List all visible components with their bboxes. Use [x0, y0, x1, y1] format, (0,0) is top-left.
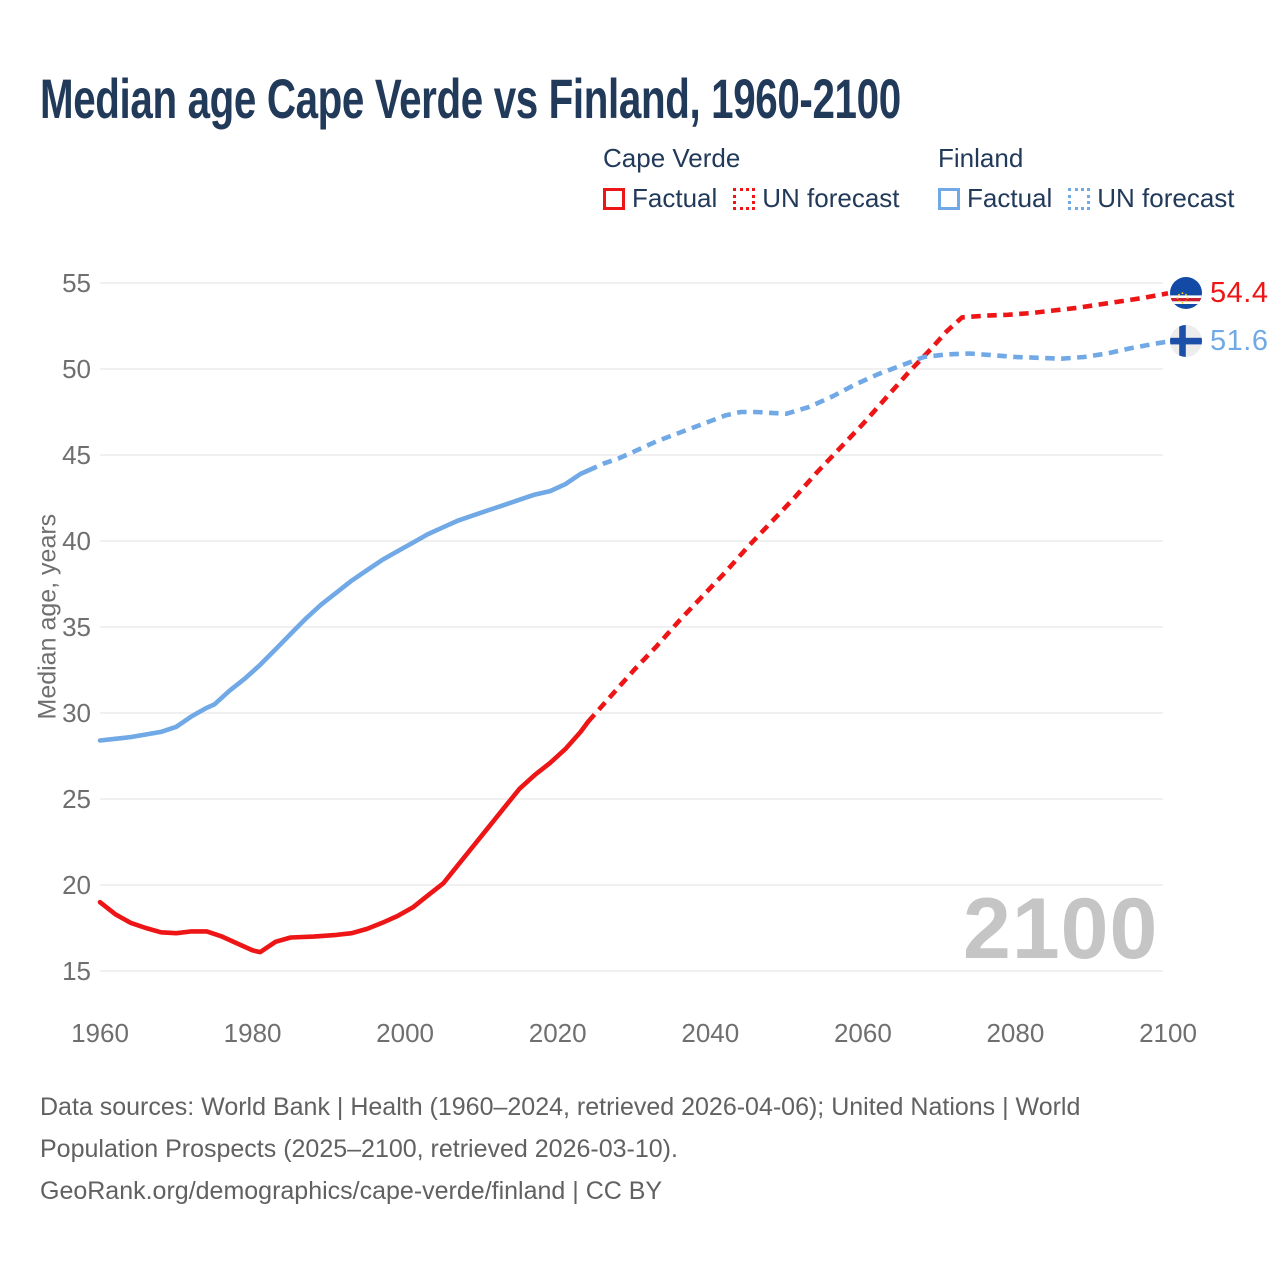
x-tick-label: 2100: [1139, 1018, 1197, 1048]
attribution-line: GeoRank.org/demographics/cape-verde/finl…: [40, 1177, 663, 1205]
x-tick-label: 2080: [986, 1018, 1044, 1048]
legend-item-label: Factual: [632, 183, 718, 213]
chart-title: Median age Cape Verde vs Finland, 1960-2…: [40, 67, 901, 130]
legend-row: Factual UN forecast: [603, 183, 916, 214]
legend-item-label: Factual: [967, 183, 1053, 213]
end-label-finland: 51.6: [1169, 324, 1268, 358]
watermark-year: 2100: [963, 881, 1159, 977]
y-tick-label: 40: [62, 526, 91, 556]
legend-swatch-solid-icon: [603, 187, 625, 210]
data-sources-note: Data sources: World Bank | Health (1960–…: [40, 1086, 1180, 1212]
y-tick-label: 20: [62, 870, 91, 900]
x-tick-label: 2040: [681, 1018, 739, 1048]
legend-group-finland: Finland Factual UN forecast: [938, 143, 1251, 214]
x-tick-label: 2060: [834, 1018, 892, 1048]
data-sources-line: Population Prospects (2025–2100, retriev…: [40, 1135, 678, 1163]
end-value: 51.6: [1210, 324, 1269, 357]
y-tick-label: 25: [62, 784, 91, 814]
series-path-1: [586, 291, 1169, 724]
legend-country-label: Cape Verde: [603, 143, 741, 173]
legend-item-label: UN forecast: [1097, 183, 1235, 213]
x-tick-label: 2000: [376, 1018, 434, 1048]
series-path-2: [97, 468, 591, 743]
legend-item-label: UN forecast: [762, 183, 900, 213]
y-axis-label: Median age, years: [33, 513, 62, 720]
y-tick-label: 35: [62, 612, 91, 642]
y-tick-label: 30: [62, 698, 91, 728]
legend-swatch-solid-icon: [938, 187, 960, 210]
y-tick-label: 45: [62, 440, 91, 470]
series-path-3: [587, 339, 1169, 473]
x-tick-label: 1960: [71, 1018, 129, 1048]
cape-verde-flag-icon: [1170, 277, 1202, 309]
legend-country-label: Finland: [938, 143, 1024, 173]
legend-group-cape-verde: Cape Verde Factual UN forecast: [603, 143, 916, 214]
x-tick-label: 2020: [529, 1018, 587, 1048]
y-tick-label: 55: [62, 268, 91, 298]
end-value: 54.4: [1210, 276, 1269, 309]
legend-swatch-dotted-icon: [733, 187, 756, 210]
y-tick-label: 50: [62, 354, 91, 384]
legend-swatch-dotted-icon: [1068, 187, 1091, 210]
x-tick-label: 1980: [224, 1018, 282, 1048]
series-path-0: [97, 719, 591, 955]
legend-row: Factual UN forecast: [938, 183, 1251, 214]
y-tick-label: 15: [62, 956, 91, 986]
finland-flag-icon: [1170, 325, 1202, 357]
end-label-cape-verde: 54.4: [1169, 276, 1268, 310]
data-sources-line: Data sources: World Bank | Health (1960–…: [40, 1093, 1081, 1121]
